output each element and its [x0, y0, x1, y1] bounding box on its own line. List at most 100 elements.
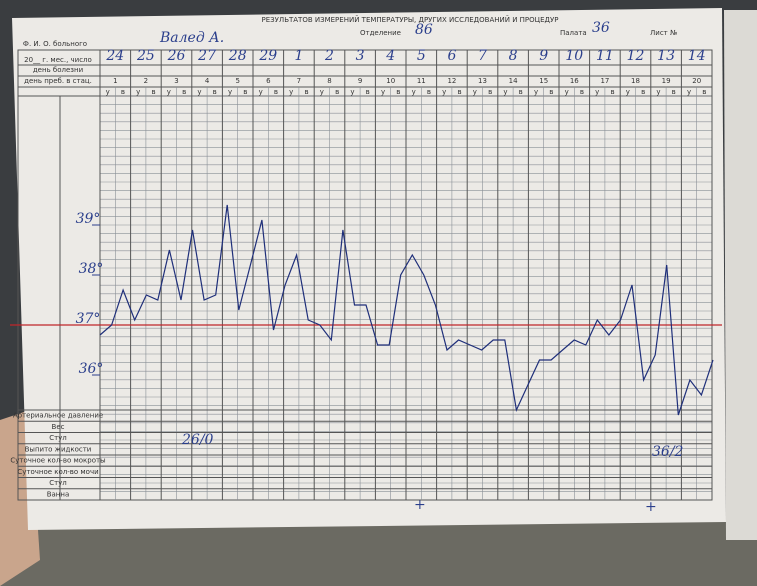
temperature-curve — [99, 204, 714, 416]
shift-label: в — [274, 88, 278, 96]
stay-day: 12 — [447, 77, 456, 85]
shift-label: у — [167, 88, 171, 96]
shift-label: у — [626, 88, 630, 96]
date-row-label: 20__ г. мес., число — [24, 56, 92, 64]
stay-day: 17 — [600, 77, 609, 85]
ward-label: Палата — [560, 29, 587, 37]
shift-label: у — [595, 88, 599, 96]
sheet-label: Лист № — [650, 29, 677, 37]
shift-label: в — [243, 88, 247, 96]
shift-label: у — [350, 88, 354, 96]
stay-day: 13 — [478, 77, 487, 85]
shift-label: в — [702, 88, 706, 96]
date: 11 — [596, 48, 614, 64]
shift-label: в — [457, 88, 461, 96]
shift-label: в — [549, 88, 553, 96]
paper — [12, 8, 726, 530]
shift-label: в — [213, 88, 217, 96]
patient-label: Ф. И. О. больного — [23, 40, 87, 48]
date: 7 — [478, 48, 487, 64]
row-label: Суточное кол-во мокроты — [10, 457, 105, 465]
shift-label: в — [182, 88, 186, 96]
shift-label: у — [136, 88, 140, 96]
ward: 36 — [592, 20, 610, 36]
stay-day: 19 — [662, 77, 671, 85]
patient-name: Валед А. — [159, 30, 224, 46]
shift-label: у — [289, 88, 293, 96]
department-label: Отделение — [360, 29, 401, 37]
row-label: Стул — [49, 434, 67, 442]
date: 3 — [356, 48, 365, 64]
row-label: Ванна — [47, 490, 70, 498]
stay-day: 3 — [174, 77, 178, 85]
shift-label: в — [151, 88, 155, 96]
annotation: 36/2 — [652, 444, 684, 460]
temperature-label: 39° — [76, 211, 101, 227]
annotation: + — [414, 497, 426, 513]
date: 8 — [509, 48, 518, 64]
date: 12 — [627, 48, 645, 64]
shift-label: у — [106, 88, 110, 96]
annotation: + — [645, 499, 657, 515]
date: 14 — [688, 48, 706, 64]
date: 25 — [136, 48, 155, 64]
shift-label: в — [580, 88, 584, 96]
date: 5 — [417, 48, 426, 64]
title: РЕЗУЛЬТАТОВ ИЗМЕРЕНИЙ ТЕМПЕРАТУРЫ, ДРУГИ… — [262, 15, 559, 24]
row-label: Суточное кол-во мочи — [17, 468, 98, 476]
shift-label: у — [259, 88, 263, 96]
date: 29 — [258, 48, 277, 64]
stay-day: 9 — [358, 77, 362, 85]
date: 1 — [294, 48, 303, 64]
date: 27 — [197, 48, 216, 64]
date: 2 — [324, 48, 334, 64]
stay-day: 6 — [266, 77, 271, 85]
shift-label: у — [442, 88, 446, 96]
row-label: Стул — [49, 479, 67, 487]
shift-label: в — [427, 88, 431, 96]
date: 6 — [447, 48, 456, 64]
stay-day: 14 — [509, 77, 518, 85]
stay-day: 1 — [113, 77, 117, 85]
annotation: 26/0 — [181, 432, 214, 448]
shift-label: в — [304, 88, 308, 96]
shift-label: у — [473, 88, 477, 96]
date: 9 — [539, 48, 548, 64]
stay-day: 4 — [205, 77, 210, 85]
temperature-label: 38° — [79, 261, 104, 277]
stay-day: 2 — [144, 77, 148, 85]
shift-label: у — [534, 88, 538, 96]
date: 28 — [228, 48, 247, 64]
stay-row-label: день преб. в стац. — [24, 77, 92, 85]
stay-day: 7 — [297, 77, 301, 85]
shift-label: в — [641, 88, 645, 96]
shift-label: в — [610, 88, 614, 96]
shift-label: у — [687, 88, 691, 96]
date: 26 — [167, 48, 186, 64]
row-label: Выпито жидкости — [25, 445, 92, 453]
shift-label: в — [335, 88, 339, 96]
department: 86 — [415, 22, 433, 38]
shift-label: в — [488, 88, 492, 96]
shift-label: у — [320, 88, 324, 96]
stay-day: 10 — [386, 77, 395, 85]
date: 24 — [105, 48, 124, 64]
temperature-label: 36° — [79, 361, 104, 377]
row-label: Вес — [52, 423, 65, 431]
shift-label: в — [672, 88, 676, 96]
stay-day: 20 — [692, 77, 701, 85]
shift-label: у — [197, 88, 201, 96]
shift-label: в — [121, 88, 125, 96]
shift-label: у — [412, 88, 416, 96]
date: 4 — [385, 48, 395, 64]
date: 13 — [657, 48, 675, 64]
shift-label: у — [503, 88, 507, 96]
stay-day: 18 — [631, 77, 640, 85]
shift-label: у — [565, 88, 569, 96]
stay-day: 5 — [235, 77, 239, 85]
stay-day: 16 — [570, 77, 579, 85]
row-label: Артериальное давление — [13, 412, 103, 420]
illness-row-label: день болезни — [33, 66, 83, 74]
